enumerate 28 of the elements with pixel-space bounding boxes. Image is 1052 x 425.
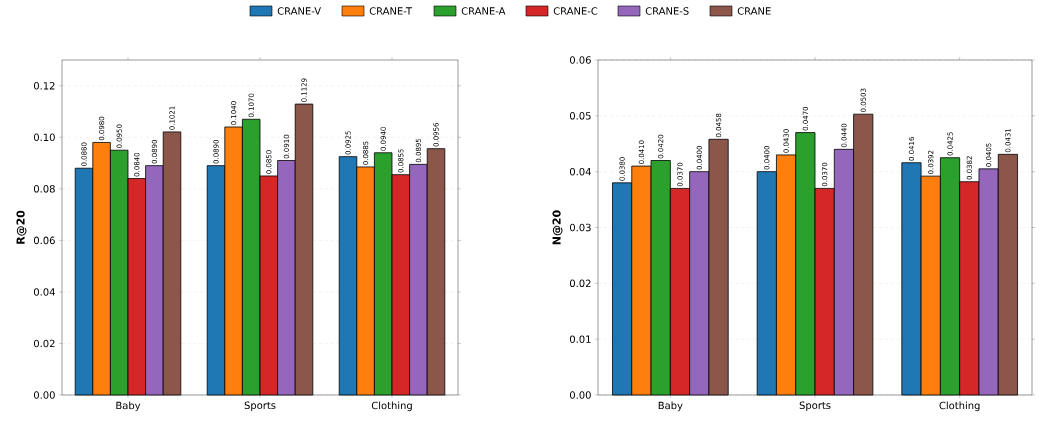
legend-label: CRANE-T [369, 7, 413, 15]
y-tick-label: 0.00 [33, 391, 55, 399]
y-tick-label: 0.00 [569, 391, 591, 399]
y-tick-label: 0.02 [569, 279, 591, 288]
y-tick-label: 0.10 [33, 133, 55, 142]
legend-label: CRANE-A [461, 7, 506, 15]
x-tick-label: Clothing [371, 401, 412, 412]
x-tick-label: Baby [116, 401, 141, 412]
y-tick-label: 0.06 [33, 236, 55, 245]
y-tick-label: 0.05 [569, 112, 591, 120]
x-tick-label: Sports [244, 401, 276, 411]
y-tick-label: 0.03 [569, 223, 591, 232]
legend-label: CRANE-S [645, 7, 689, 15]
legend-label: CRANE-C [553, 7, 598, 15]
legend-label: CRANE-V [277, 7, 321, 15]
x-tick-label: Baby [658, 401, 683, 412]
y-tick-label: 0.04 [33, 288, 55, 296]
y-tick-label: 0.06 [569, 56, 591, 64]
y-axis-title: R@20 [16, 210, 27, 244]
y-tick-label: 0.01 [569, 335, 591, 343]
legend-label: CRANE [737, 7, 771, 15]
y-tick-label: 0.08 [33, 185, 55, 193]
y-tick-label: 0.12 [33, 81, 55, 90]
y-axis-title: N@20 [552, 210, 563, 245]
x-tick-label: Sports [799, 401, 831, 411]
x-tick-label: Clothing [939, 401, 980, 412]
y-tick-label: 0.04 [569, 167, 591, 176]
y-tick-label: 0.02 [33, 339, 55, 348]
